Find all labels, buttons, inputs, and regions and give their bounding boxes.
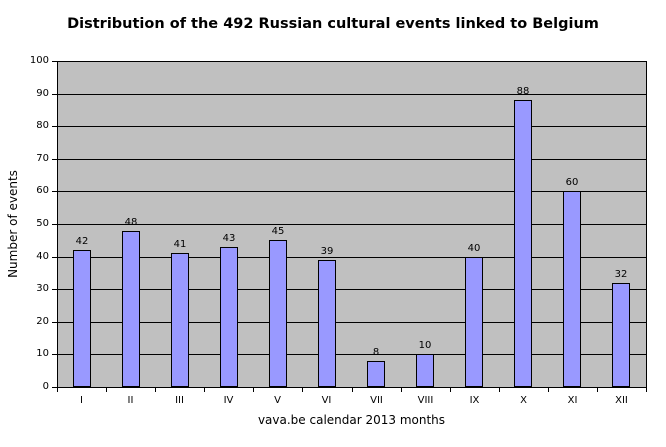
y-tick-mark [52, 61, 57, 62]
gridline [57, 256, 646, 258]
y-tick-mark [52, 321, 57, 323]
bar-value-label: 32 [614, 269, 628, 280]
x-tick-mark [646, 387, 647, 392]
y-tick-mark [52, 158, 57, 160]
bar [269, 240, 287, 387]
gridline [57, 354, 646, 356]
y-tick-label: 20 [36, 315, 49, 327]
bar [416, 354, 434, 387]
x-tick-mark [352, 387, 353, 392]
gridline [57, 321, 646, 323]
x-axis-title: vava.be calendar 2013 months [257, 413, 446, 427]
y-tick-label: 90 [36, 87, 49, 99]
bar [171, 253, 189, 387]
bar-value-label: 48 [124, 217, 138, 228]
bar-value-label: 8 [372, 347, 380, 358]
x-tick-mark [155, 387, 156, 392]
x-tick-label: X [520, 395, 527, 406]
y-tick-label: 10 [36, 348, 49, 360]
x-tick-label: VIII [417, 395, 434, 406]
x-tick-mark [302, 387, 303, 392]
y-tick-label: 60 [36, 185, 49, 197]
x-tick-label: V [274, 395, 281, 406]
x-tick-mark [597, 387, 598, 392]
y-tick-label: 30 [36, 283, 49, 295]
y-tick-label: 0 [42, 381, 49, 392]
bar [318, 260, 336, 387]
y-tick-label: 100 [29, 55, 49, 66]
gridline [57, 289, 646, 291]
bar-value-label: 41 [173, 239, 187, 250]
y-tick-label: 80 [36, 120, 49, 132]
x-tick-label: IX [469, 395, 480, 406]
x-tick-label: VII [370, 395, 383, 406]
bar [73, 250, 91, 387]
x-tick-label: I [80, 395, 83, 406]
bar [220, 247, 238, 387]
y-tick-mark [52, 289, 57, 291]
bar [465, 257, 483, 387]
plot-border-left [57, 61, 58, 387]
bar [563, 191, 581, 387]
x-tick-label: III [175, 395, 184, 406]
y-tick-mark [52, 256, 57, 258]
x-tick-mark [548, 387, 549, 392]
bar [122, 231, 140, 387]
y-tick-mark [52, 191, 57, 193]
bar [514, 100, 532, 387]
y-tick-label: 70 [36, 152, 49, 164]
bar-value-label: 40 [467, 243, 481, 254]
bar-value-label: 39 [320, 246, 334, 257]
x-tick-label: XI [567, 395, 578, 406]
y-tick-label: 50 [36, 218, 49, 229]
gridline [57, 158, 646, 160]
x-tick-label: XII [615, 395, 628, 406]
y-tick-mark [52, 224, 57, 225]
gridline [57, 224, 646, 225]
x-tick-mark [204, 387, 205, 392]
plot-border-right [646, 61, 647, 387]
x-tick-mark [57, 387, 58, 392]
x-tick-mark [401, 387, 402, 392]
bar-value-label: 43 [222, 233, 236, 244]
bar [612, 283, 630, 387]
gridline [57, 93, 646, 95]
x-tick-mark [253, 387, 254, 392]
x-tick-label: IV [223, 395, 234, 406]
x-tick-label: VI [321, 395, 332, 406]
y-tick-mark [52, 354, 57, 356]
x-tick-label: II [127, 395, 134, 406]
gridline [57, 61, 646, 62]
gridline [57, 191, 646, 193]
bar-value-label: 45 [271, 226, 285, 237]
x-tick-mark [499, 387, 500, 392]
x-tick-mark [450, 387, 451, 392]
bar [367, 361, 385, 387]
chart-title: Distribution of the 492 Russian cultural… [67, 16, 599, 32]
y-tick-label: 40 [36, 250, 49, 262]
x-tick-mark [106, 387, 107, 392]
gridline [57, 126, 646, 128]
bar-value-label: 88 [516, 86, 530, 97]
y-tick-mark [52, 93, 57, 95]
y-tick-mark [52, 126, 57, 128]
y-tick-mark [52, 387, 57, 388]
bar-value-label: 60 [565, 177, 579, 188]
bar-value-label: 10 [418, 340, 432, 351]
bar-value-label: 42 [75, 236, 89, 247]
